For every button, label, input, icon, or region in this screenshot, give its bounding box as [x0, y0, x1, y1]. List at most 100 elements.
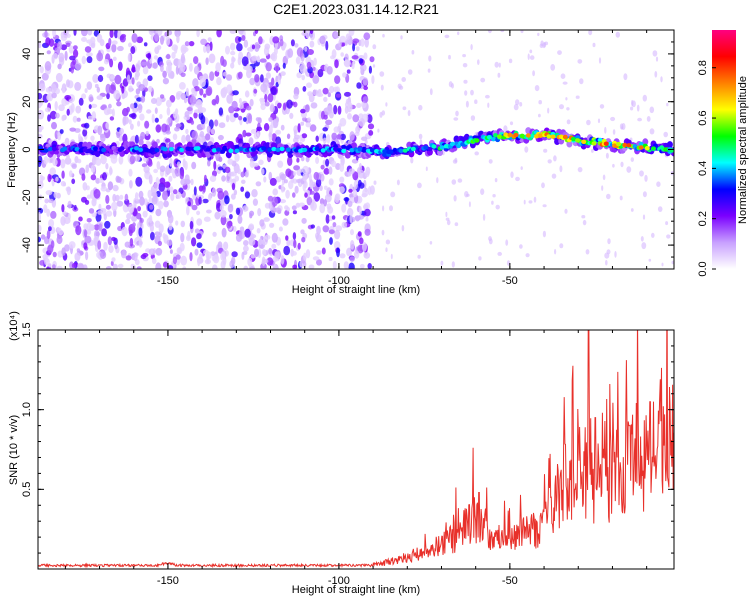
noise-blob: [334, 193, 341, 201]
noise-blob: [269, 104, 275, 113]
noise-blob: [78, 97, 84, 106]
noise-blob: [319, 203, 326, 214]
noise-blob: [152, 62, 158, 69]
noise-blob: [38, 42, 42, 49]
noise-blob: [172, 189, 178, 195]
noise-blob: [470, 115, 476, 121]
noise-blob: [176, 34, 180, 44]
noise-blob: [319, 35, 326, 45]
ridge-blob: [211, 148, 217, 153]
noise-blob: [108, 37, 112, 46]
noise-blob: [190, 178, 194, 186]
ridge-blob: [449, 141, 455, 147]
noise-blob: [520, 166, 523, 171]
noise-blob: [93, 188, 101, 199]
noise-blob: [150, 231, 155, 241]
noise-blob: [287, 156, 293, 167]
noise-blob: [359, 263, 365, 269]
noise-blob: [182, 266, 187, 269]
noise-blob: [293, 165, 300, 171]
noise-blob: [306, 196, 313, 206]
ridge-blob: [439, 145, 445, 150]
noise-blob: [64, 95, 72, 100]
noise-blob: [305, 122, 312, 128]
noise-blob: [112, 263, 118, 269]
noise-blob: [196, 233, 202, 240]
noise-blob: [317, 69, 324, 78]
noise-blob: [343, 197, 350, 202]
snr-x-axis-label: Height of straight line (km): [292, 584, 420, 596]
noise-blob: [39, 260, 46, 266]
noise-blob: [528, 200, 533, 204]
noise-blob: [202, 198, 209, 204]
noise-blob: [219, 204, 224, 211]
noise-blob: [515, 99, 520, 106]
noise-blob: [129, 155, 136, 164]
noise-blob: [117, 30, 121, 40]
noise-blob: [290, 39, 295, 47]
noise-blob: [358, 205, 362, 216]
noise-blob: [243, 39, 249, 48]
noise-blob: [334, 75, 341, 84]
noise-blob: [277, 160, 284, 168]
noise-blob: [474, 151, 480, 156]
noise-blob: [48, 263, 52, 268]
noise-blob: [474, 99, 478, 104]
noise-blob: [169, 157, 173, 167]
noise-blob: [50, 83, 57, 94]
noise-blob: [127, 204, 135, 214]
noise-blob: [251, 55, 258, 62]
noise-blob: [225, 74, 233, 81]
noise-blob: [344, 105, 349, 114]
noise-blob: [184, 41, 190, 47]
noise-blob: [88, 208, 95, 214]
colorbar-gradient: [712, 30, 736, 269]
ridge-blob: [410, 146, 416, 152]
noise-blob: [310, 201, 317, 211]
noise-blob: [241, 179, 246, 184]
noise-blob: [56, 265, 63, 269]
ridge-blob: [497, 134, 503, 139]
noise-blob: [235, 233, 243, 242]
noise-blob: [163, 200, 169, 208]
noise-blob: [139, 196, 145, 206]
noise-blob: [145, 130, 149, 136]
noise-blob: [251, 189, 258, 198]
noise-blob: [345, 98, 350, 105]
noise-blob: [605, 152, 609, 159]
noise-blob: [656, 181, 661, 187]
noise-blob: [506, 260, 511, 266]
noise-blob: [293, 101, 298, 108]
noise-blob: [457, 178, 463, 183]
noise-blob: [174, 30, 181, 38]
noise-blob: [84, 88, 88, 94]
noise-blob: [237, 30, 244, 35]
noise-blob: [513, 103, 519, 111]
noise-blob: [166, 53, 171, 60]
noise-blob: [121, 85, 125, 94]
noise-blob: [44, 61, 52, 71]
noise-blob: [197, 256, 201, 267]
noise-blob: [480, 188, 485, 195]
noise-blob: [352, 114, 360, 123]
ridge-blob: [150, 147, 156, 152]
noise-blob: [131, 215, 138, 222]
noise-blob: [105, 210, 113, 217]
noise-blob: [630, 157, 634, 163]
noise-blob: [130, 46, 136, 55]
noise-blob: [305, 30, 310, 39]
noise-blob: [265, 62, 272, 72]
noise-blob: [87, 115, 94, 121]
noise-blob: [367, 123, 375, 130]
noise-blob: [619, 123, 624, 130]
noise-blob: [302, 165, 310, 175]
noise-blob: [444, 34, 450, 39]
noise-blob: [193, 112, 198, 119]
noise-blob: [203, 216, 211, 222]
noise-blob: [149, 204, 154, 210]
noise-blob: [316, 250, 322, 255]
noise-blob: [191, 130, 198, 141]
noise-blob: [112, 193, 117, 203]
noise-blob: [263, 217, 270, 222]
